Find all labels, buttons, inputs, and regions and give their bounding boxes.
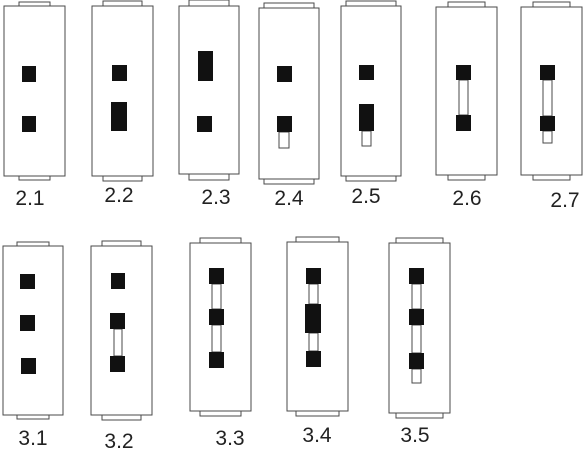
bridge-link — [278, 131, 290, 149]
bridge-link — [308, 283, 319, 305]
contact-pad — [20, 315, 35, 331]
contact-pad — [305, 304, 321, 333]
contact-pad — [198, 51, 213, 81]
component-body — [91, 5, 154, 177]
variant-label: 2.6 — [452, 187, 481, 210]
contact-pad — [209, 352, 224, 368]
variant-label: 3.2 — [104, 430, 133, 453]
top-tab — [345, 0, 397, 7]
top-tab — [447, 1, 486, 8]
top-tab — [18, 1, 51, 7]
contact-pad — [540, 116, 555, 131]
pin-variant-2-7: 2.7 — [520, 1, 583, 212]
contact-pad — [112, 65, 127, 81]
variant-label: 3.1 — [18, 427, 47, 450]
bridge-link — [411, 283, 422, 310]
component-body — [178, 5, 240, 175]
variant-label: 3.3 — [215, 427, 244, 450]
contact-pad — [110, 356, 125, 372]
bottom-tab — [188, 173, 230, 181]
pin-variant-3-5: 3.5 — [388, 237, 451, 447]
bridge-link — [542, 130, 553, 144]
top-tab — [199, 237, 242, 244]
bottom-tab — [345, 175, 397, 182]
contact-pad — [22, 66, 36, 82]
contact-pad — [456, 115, 471, 131]
pin-variant-2-1: 2.1 — [3, 1, 66, 210]
bottom-tab — [16, 414, 50, 420]
pin-variant-2-2: 2.2 — [91, 0, 154, 207]
bridge-link — [458, 79, 469, 116]
bottom-tab — [102, 175, 143, 182]
bottom-tab — [263, 178, 315, 185]
top-tab — [101, 240, 142, 247]
bottom-tab — [447, 174, 486, 181]
variant-label: 2.7 — [550, 189, 579, 212]
bridge-link — [542, 79, 553, 117]
contact-pad — [209, 268, 224, 284]
pin-variant-3-4: 3.4 — [286, 236, 349, 447]
bottom-tab — [295, 410, 340, 417]
pin-variant-2-5: 2.5 — [340, 0, 402, 208]
contact-pad — [111, 273, 125, 289]
component-body — [3, 5, 66, 177]
pin-variant-3-3: 3.3 — [189, 237, 252, 450]
contact-pad — [22, 116, 36, 132]
contact-pad — [359, 65, 374, 80]
variant-label: 2.2 — [104, 184, 133, 207]
contact-pad — [209, 309, 224, 325]
pin-variant-2-4: 2.4 — [258, 2, 320, 210]
top-tab — [102, 0, 143, 7]
variant-label: 3.4 — [302, 424, 332, 447]
top-tab — [16, 241, 50, 247]
contact-pad — [306, 351, 321, 367]
contact-pad — [409, 309, 424, 325]
bridge-link — [361, 130, 372, 147]
component-body — [340, 5, 402, 177]
contact-pad — [277, 66, 292, 82]
contact-pad — [409, 353, 424, 369]
pin-variant-3-1: 3.1 — [2, 241, 64, 450]
bottom-tab — [395, 412, 444, 419]
bottom-tab — [532, 174, 571, 181]
top-tab — [263, 2, 315, 9]
bridge-link — [308, 332, 319, 352]
contact-pad — [197, 116, 212, 132]
bridge-link — [211, 324, 222, 353]
top-tab — [532, 1, 571, 8]
variant-label: 2.5 — [351, 185, 380, 208]
contact-pad — [409, 268, 424, 284]
contact-pad — [110, 313, 125, 329]
top-tab — [188, 0, 230, 7]
contact-pad — [359, 104, 374, 131]
contact-pad — [540, 65, 555, 80]
contact-pad — [277, 116, 292, 132]
variant-label: 2.4 — [274, 187, 304, 210]
variant-label: 3.5 — [400, 424, 429, 447]
bridge-link — [411, 324, 422, 354]
variant-label: 2.1 — [15, 187, 44, 210]
bridge-link — [211, 283, 222, 310]
variant-label: 2.3 — [201, 186, 230, 209]
contact-pad — [456, 65, 471, 80]
top-tab — [395, 237, 444, 244]
bottom-tab — [199, 410, 242, 417]
pin-variant-3-2: 3.2 — [90, 240, 153, 453]
pin-variant-2-3: 2.3 — [178, 0, 240, 209]
contact-pad — [21, 358, 36, 374]
top-tab — [295, 236, 340, 243]
component-body — [258, 7, 320, 180]
bottom-tab — [18, 175, 51, 181]
contact-pad — [111, 102, 127, 131]
contact-pad — [306, 268, 321, 284]
pin-variant-2-6: 2.6 — [435, 1, 498, 210]
contact-pad — [20, 274, 35, 289]
bridge-link — [113, 328, 123, 357]
bridge-link — [411, 368, 422, 384]
bottom-tab — [101, 414, 142, 421]
